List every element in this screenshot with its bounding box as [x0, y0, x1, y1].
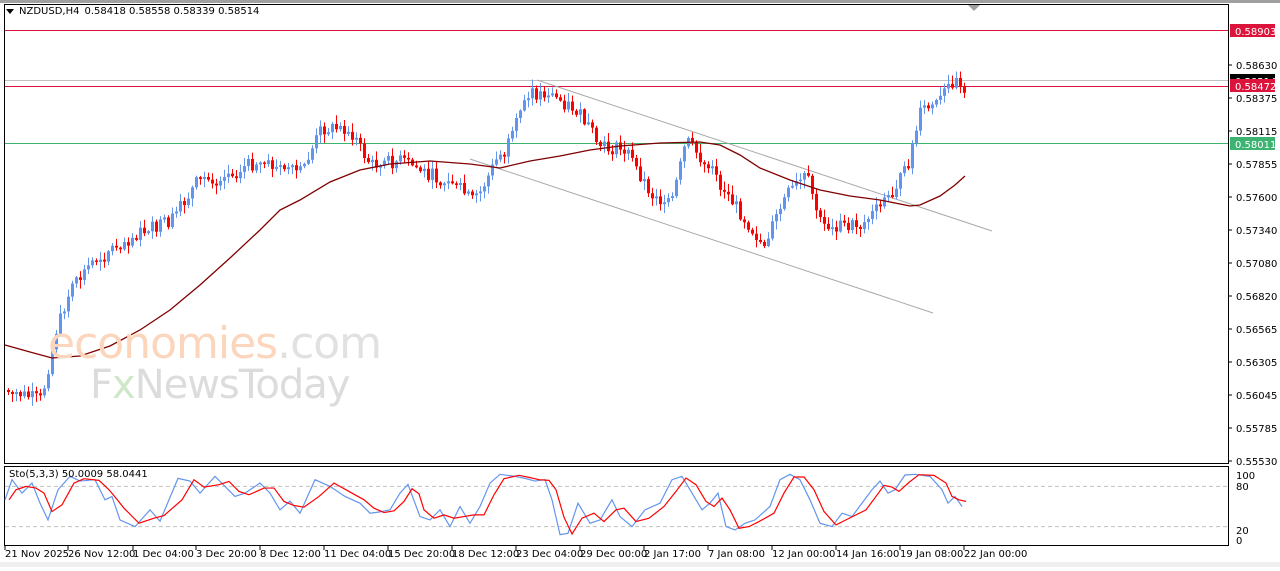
time-tick-label: 8 Dec 12:00	[260, 549, 321, 560]
indicator-level-label: 20	[1236, 526, 1249, 537]
chart-header: NZDUSD,H4 0.58418 0.58558 0.58339 0.5851…	[6, 6, 259, 17]
price-tick-label: 0.58375	[1236, 94, 1277, 105]
time-tick-label: 23 Dec 04:00	[516, 549, 583, 560]
watermark-economies: economies.com	[48, 318, 382, 369]
indicator-level-label: 0	[1236, 536, 1242, 547]
price-tick-label: 0.58115	[1236, 127, 1277, 138]
price-tick-label: 0.56305	[1236, 358, 1277, 369]
price-tick-label: 0.55530	[1236, 457, 1277, 468]
time-tick-label: 15 Dec 20:00	[388, 549, 455, 560]
price-label-text: 0.58472	[1235, 82, 1276, 93]
triangle-down-icon[interactable]	[6, 9, 14, 14]
watermark-fxnewstoday: FxNewsToday	[90, 362, 351, 408]
time-tick-label: 11 Dec 04:00	[324, 549, 391, 560]
price-tick-label: 0.58630	[1236, 61, 1277, 72]
time-tick-label: 14 Jan 16:00	[836, 549, 899, 560]
price-label-box	[1230, 24, 1275, 37]
price-tick-label: 0.56045	[1236, 391, 1277, 402]
indicator-level-label: 100	[1236, 471, 1255, 482]
indicator-panel-frame	[4, 466, 1229, 546]
time-tick-label: 1 Dec 04:00	[133, 549, 194, 560]
time-tick-label: 7 Jan 08:00	[708, 549, 765, 560]
time-tick-label: 29 Dec 00:00	[580, 549, 647, 560]
time-tick-label: 3 Dec 20:00	[196, 549, 257, 560]
time-tick-label: 2 Jan 17:00	[644, 549, 701, 560]
time-tick-label: 22 Jan 00:00	[964, 549, 1027, 560]
watermark-f: F	[90, 362, 113, 408]
price-label-text: 0.58903	[1235, 27, 1276, 38]
price-panel-frame	[4, 4, 1229, 464]
moving-average-line[interactable]	[4, 141, 966, 359]
time-tick-label: 26 Nov 12:00	[68, 549, 135, 560]
symbol-timeframe: NZDUSD,H4	[19, 6, 80, 17]
price-tick-label: 0.55785	[1236, 424, 1277, 435]
watermark-x: x	[112, 362, 136, 408]
bottom-bar	[0, 562, 1280, 567]
stochastic-label: Sto(5,3,3) 50.0009 58.0441	[9, 469, 148, 480]
stochastic-main-line[interactable]	[4, 473, 963, 536]
ohlc-values: 0.58418 0.58558 0.58339 0.58514	[84, 6, 260, 17]
time-tick-label: 12 Jan 00:00	[772, 549, 835, 560]
watermark-suffix: .com	[277, 318, 382, 369]
chart-shift-marker-icon[interactable]	[968, 5, 980, 11]
watermark-newstoday: NewsToday	[134, 362, 351, 408]
indicator-level-label: 80	[1236, 482, 1249, 493]
price-tick-label: 0.56820	[1236, 292, 1277, 303]
price-tick-label: 0.57855	[1236, 160, 1277, 171]
price-label-box	[1230, 137, 1275, 150]
price-tick-label: 0.57600	[1236, 193, 1277, 204]
channel-lower[interactable]	[469, 158, 934, 314]
price-label-box	[1230, 79, 1275, 92]
stochastic-signal-line[interactable]	[8, 474, 967, 536]
time-tick-label: 21 Nov 2025	[5, 549, 69, 560]
price-tick-label: 0.57080	[1236, 259, 1277, 270]
window-top-border	[0, 0, 1280, 3]
price-tick-label: 0.57340	[1236, 226, 1277, 237]
price-label-text: 0.58011	[1235, 140, 1276, 151]
watermark-text: economies	[48, 318, 278, 369]
time-tick-label: 19 Jan 08:00	[900, 549, 963, 560]
time-tick-label: 18 Dec 12:00	[452, 549, 519, 560]
price-tick-label: 0.56565	[1236, 325, 1277, 336]
